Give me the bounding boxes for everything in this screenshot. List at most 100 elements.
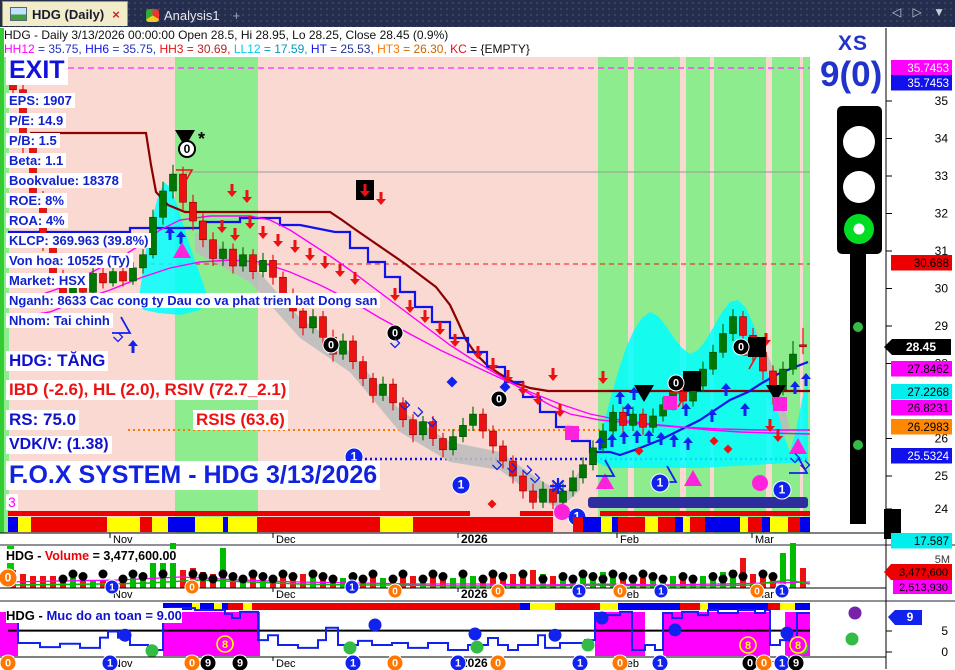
svg-text:8: 8 xyxy=(795,640,801,652)
ibd-indicator-label: IBD (-2.6), HL (2.0), RSIV (72.7_2.1) xyxy=(6,380,290,400)
stat-line: Von hoa: 10525 (Ty) xyxy=(6,253,133,268)
svg-text:0: 0 xyxy=(189,658,195,670)
svg-text:1: 1 xyxy=(351,450,358,464)
stat-line: Nganh: 8633 Cac cong ty Dau co va phat t… xyxy=(6,293,381,308)
svg-text:1: 1 xyxy=(349,583,355,594)
svg-text:0: 0 xyxy=(761,658,767,670)
stat-line: Market: HSX xyxy=(6,273,89,288)
svg-text:Mar: Mar xyxy=(755,534,774,546)
svg-text:1: 1 xyxy=(107,658,113,670)
trend-signal-label: HDG: TĂNG xyxy=(6,351,109,371)
svg-text:25.5324: 25.5324 xyxy=(907,451,949,463)
svg-text:1: 1 xyxy=(455,658,461,670)
svg-text:2026: 2026 xyxy=(461,587,488,601)
svg-text:0: 0 xyxy=(189,583,195,594)
svg-text:24: 24 xyxy=(935,502,949,516)
svg-text:0: 0 xyxy=(617,658,623,670)
stat-line: Beta: 1.1 xyxy=(6,153,67,168)
svg-text:0: 0 xyxy=(5,658,11,670)
analysis-icon xyxy=(146,8,159,22)
svg-text:Dec: Dec xyxy=(276,589,296,601)
rs-indicator-label: RS: 75.0 xyxy=(6,410,80,430)
svg-text:2,513,930: 2,513,930 xyxy=(899,582,948,594)
tab-bar: HDG (Daily) × Analysis1 + ◁ ▷ ▼ xyxy=(0,0,955,27)
stat-line: Bookvalue: 18378 xyxy=(6,173,122,188)
trend-ribbon-layer xyxy=(8,511,810,532)
price-axis: 353433323130292826252435.745335.745330.6… xyxy=(884,28,952,669)
svg-text:30: 30 xyxy=(935,282,949,296)
svg-text:26: 26 xyxy=(935,432,949,446)
svg-text:9: 9 xyxy=(793,658,799,670)
svg-text:Feb: Feb xyxy=(620,534,639,546)
fundamental-stats: EPS: 1907 P/E: 14.9 P/B: 1.5 Beta: 1.1 Bookv… xyxy=(6,93,381,333)
new-tab-icon[interactable]: + xyxy=(232,7,241,23)
exit-signal-label: EXIT xyxy=(6,56,68,85)
svg-text:1: 1 xyxy=(779,587,785,598)
svg-text:0: 0 xyxy=(738,342,744,354)
svg-text:25: 25 xyxy=(935,469,949,483)
svg-text:2026: 2026 xyxy=(461,532,488,546)
svg-text:0: 0 xyxy=(941,645,948,659)
svg-text:27.2268: 27.2268 xyxy=(907,387,949,399)
svg-text:8: 8 xyxy=(222,639,228,651)
svg-text:1: 1 xyxy=(657,476,664,490)
safety-pane-layer: 888NovDec2026FebMar0109910101010019 xyxy=(0,600,955,670)
svg-text:26.8231: 26.8231 xyxy=(907,403,949,415)
svg-text:32: 32 xyxy=(935,207,949,221)
svg-text:33: 33 xyxy=(935,169,949,183)
svg-text:0: 0 xyxy=(392,658,398,670)
stat-line: ROE: 8% xyxy=(6,193,67,208)
rsis-indicator-label: RSIS (63.6) xyxy=(193,410,288,430)
tab-analysis-label: Analysis1 xyxy=(164,7,220,23)
svg-text:26.2983: 26.2983 xyxy=(907,422,949,434)
svg-text:0: 0 xyxy=(184,142,191,156)
svg-text:1: 1 xyxy=(779,483,786,497)
fox-system-title: F.O.X SYSTEM - HDG 3/13/2026 xyxy=(6,461,381,490)
indicator-title-line: HH12 = 35.75, HH6 = 35.75, HH3 = 30.69, … xyxy=(4,42,530,56)
corner-count-label: 3 xyxy=(6,494,18,510)
stat-line: P/B: 1.5 xyxy=(6,133,60,148)
svg-text:2026: 2026 xyxy=(461,656,488,670)
tab-close-icon[interactable]: × xyxy=(112,6,120,22)
tab-scroll-arrows[interactable]: ◁ ▷ ▼ xyxy=(891,5,949,19)
svg-text:0: 0 xyxy=(495,658,501,670)
main-date-axis: Nov Dec 2026 Feb Mar xyxy=(0,532,886,546)
svg-text:30.688: 30.688 xyxy=(914,258,949,270)
svg-text:1: 1 xyxy=(779,658,785,670)
svg-text:9: 9 xyxy=(237,658,243,670)
stat-line: P/E: 14.9 xyxy=(6,113,67,128)
safety-pane-header: HDG - Muc do an toan = 9.00 xyxy=(6,608,182,623)
tab-analysis1[interactable]: Analysis1 + xyxy=(146,3,240,27)
svg-text:0: 0 xyxy=(747,658,753,670)
svg-text:0: 0 xyxy=(5,571,12,585)
svg-text:*: * xyxy=(198,129,205,149)
svg-text:29: 29 xyxy=(935,319,949,333)
stat-line: KLCP: 369.963 (39.8%) xyxy=(6,233,152,248)
svg-text:1: 1 xyxy=(657,658,663,670)
signal-markers-layer: 0 0 0 0 0 1 1 1 1 1 0 * xyxy=(112,129,811,527)
svg-text:1: 1 xyxy=(576,587,582,598)
stat-line: EPS: 1907 xyxy=(6,93,75,108)
svg-text:28.45: 28.45 xyxy=(906,340,936,354)
volume-pane-header: HDG - Volume = 3,477,600.00 xyxy=(6,549,177,563)
svg-text:17.587: 17.587 xyxy=(914,536,949,548)
traffic-light-indicator xyxy=(837,106,882,646)
svg-text:35.7453: 35.7453 xyxy=(907,63,949,75)
svg-text:5: 5 xyxy=(941,624,948,638)
svg-text:0: 0 xyxy=(754,587,760,598)
svg-text:1: 1 xyxy=(574,510,581,524)
stat-line: ROA: 4% xyxy=(6,213,68,228)
svg-text:1: 1 xyxy=(658,587,664,598)
vdk-indicator-label: VDK/V: (1.38) xyxy=(6,436,112,454)
svg-text:34: 34 xyxy=(935,132,949,146)
xs-signal-label: XS xyxy=(838,32,869,55)
chart-thumbnail-icon xyxy=(10,7,27,21)
svg-text:0: 0 xyxy=(392,587,398,598)
tab-hdg-daily[interactable]: HDG (Daily) × xyxy=(2,1,128,26)
svg-text:9: 9 xyxy=(907,610,914,624)
svg-text:27.8462: 27.8462 xyxy=(907,364,949,376)
svg-text:8: 8 xyxy=(745,640,751,652)
svg-text:Dec: Dec xyxy=(276,534,296,546)
